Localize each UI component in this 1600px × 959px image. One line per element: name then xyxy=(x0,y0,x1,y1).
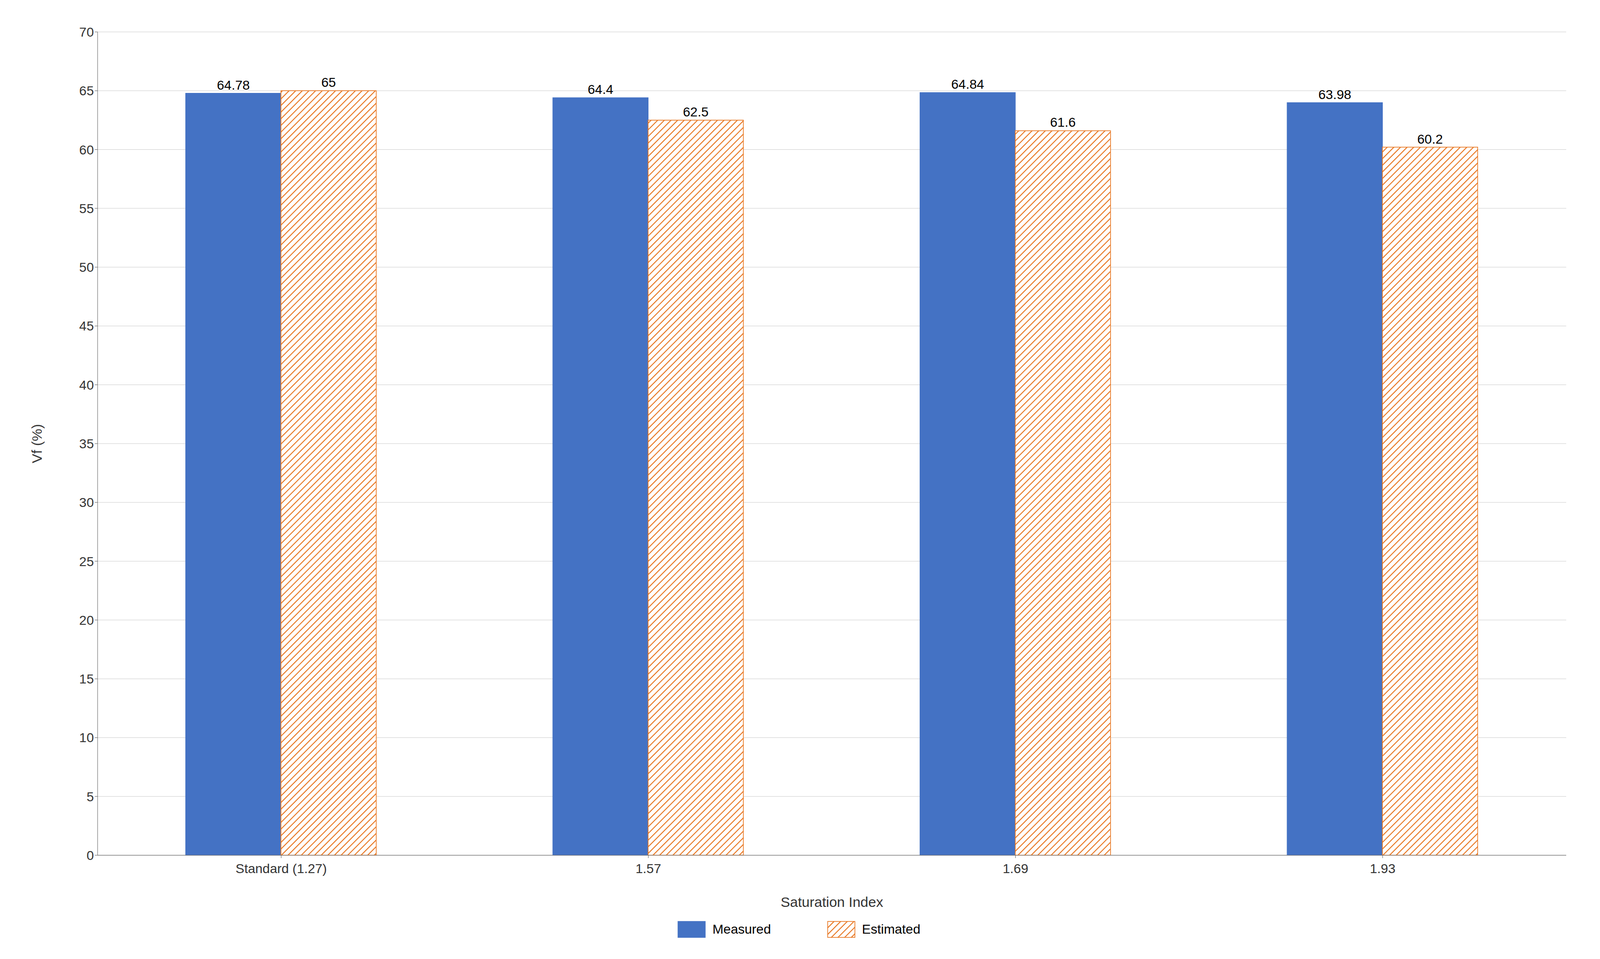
svg-text:30: 30 xyxy=(79,495,94,510)
svg-text:50: 50 xyxy=(79,259,94,275)
svg-text:45: 45 xyxy=(79,318,94,334)
svg-text:64.4: 64.4 xyxy=(587,82,614,97)
svg-text:62.5: 62.5 xyxy=(683,104,709,120)
svg-text:40: 40 xyxy=(79,377,94,393)
html-text:Estimated: Estimated xyxy=(861,921,921,937)
svg-text:Vf (%): Vf (%) xyxy=(29,423,45,463)
svg-text:65: 65 xyxy=(79,83,94,99)
svg-text:10: 10 xyxy=(79,730,94,745)
svg-text:5: 5 xyxy=(86,789,94,804)
svg-text:Standard (1.27): Standard (1.27) xyxy=(235,860,328,876)
svg-text:63.98: 63.98 xyxy=(1318,87,1352,102)
svg-text:1.69: 1.69 xyxy=(1002,860,1029,876)
svg-text:60: 60 xyxy=(79,142,94,158)
svg-text:70: 70 xyxy=(79,24,94,40)
svg-text:Saturation Index: Saturation Index xyxy=(780,893,884,910)
svg-text:0: 0 xyxy=(86,847,94,863)
svg-text:60.2: 60.2 xyxy=(1417,131,1444,147)
svg-text:65: 65 xyxy=(321,75,336,90)
svg-text:55: 55 xyxy=(79,201,94,216)
svg-text:25: 25 xyxy=(79,554,94,569)
html-text:Measured: Measured xyxy=(712,921,771,937)
svg-text:64.78: 64.78 xyxy=(216,77,250,93)
svg-text:1.93: 1.93 xyxy=(1370,860,1396,876)
svg-text:1.57: 1.57 xyxy=(635,860,662,876)
svg-text:61.6: 61.6 xyxy=(1050,114,1076,130)
svg-text:15: 15 xyxy=(79,671,94,686)
svg-text:20: 20 xyxy=(79,612,94,628)
svg-text:64.84: 64.84 xyxy=(951,76,984,92)
svg-text:35: 35 xyxy=(79,436,94,451)
